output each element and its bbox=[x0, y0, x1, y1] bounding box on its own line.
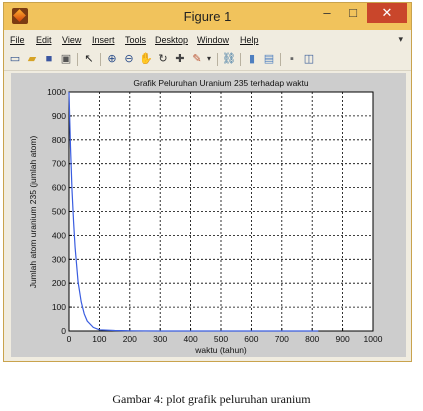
y-tick-label: 600 bbox=[52, 183, 66, 193]
print-icon[interactable]: ▣ bbox=[60, 53, 72, 65]
close-button[interactable]: ✕ bbox=[367, 3, 407, 23]
minimize-button[interactable]: – bbox=[323, 5, 331, 20]
window-title: Figure 1 bbox=[183, 9, 232, 24]
menu-bar: File Edit View Insert Tools Desktop Wind… bbox=[4, 30, 411, 50]
figure-caption: Gambar 4: plot grafik peluruhan uranium bbox=[112, 392, 311, 406]
menu-tools[interactable]: Tools bbox=[125, 35, 147, 45]
y-tick-label: 100 bbox=[52, 302, 66, 312]
y-tick-label: 0 bbox=[61, 326, 66, 336]
toolbar: ▭ ▰ ■ ▣ ↖ ⊕ ⊖ ✋ ↻ ✚ ✎ ▾ ⛓ ▮ ▤ ▪ ◫ bbox=[4, 50, 411, 71]
x-axis-label: waktu (tahun) bbox=[194, 345, 247, 355]
menu-overflow-icon[interactable]: ▾ bbox=[398, 34, 403, 44]
menu-edit[interactable]: Edit bbox=[36, 35, 52, 45]
link-icon[interactable]: ⛓ bbox=[222, 53, 236, 65]
open-file-icon[interactable]: ▰ bbox=[27, 53, 37, 65]
save-icon[interactable]: ■ bbox=[45, 53, 53, 65]
x-tick-label: 600 bbox=[244, 334, 258, 344]
toolbar-separator bbox=[280, 53, 281, 66]
x-tick-label: 900 bbox=[336, 334, 350, 344]
plot-svg: 0 100 200 300 400 500 600 700 800 900 1000 0 100 200… bbox=[28, 78, 383, 355]
hide-plot-tools-icon[interactable]: ▪ bbox=[290, 53, 294, 65]
y-tick-label: 800 bbox=[52, 135, 66, 145]
x-tick-label: 200 bbox=[123, 334, 137, 344]
data-cursor-icon[interactable]: ✚ bbox=[175, 53, 185, 65]
pan-icon[interactable]: ✋ bbox=[139, 53, 153, 65]
figure-window: Figure 1 – □ ✕ File Edit View Insert Too… bbox=[3, 2, 412, 362]
menu-file[interactable]: File bbox=[10, 35, 25, 45]
x-tick-label: 0 bbox=[67, 334, 72, 344]
brush-dropdown-icon[interactable]: ▾ bbox=[206, 54, 211, 63]
maximize-button[interactable]: □ bbox=[349, 5, 357, 20]
x-tick-label: 800 bbox=[305, 334, 319, 344]
y-tick-label: 900 bbox=[52, 111, 66, 121]
menu-help[interactable]: Help bbox=[240, 35, 259, 45]
y-axis-label: Jumlah atom uranium 235 (jumlah atom) bbox=[28, 136, 38, 289]
x-tick-label: 500 bbox=[214, 334, 228, 344]
pointer-icon[interactable]: ↖ bbox=[84, 53, 94, 65]
y-tick-label: 400 bbox=[52, 230, 66, 240]
toolbar-separator bbox=[217, 53, 218, 66]
zoom-out-icon[interactable]: ⊖ bbox=[124, 53, 134, 65]
y-tick-label: 200 bbox=[52, 278, 66, 288]
x-tick-label: 400 bbox=[184, 334, 198, 344]
x-tick-label: 700 bbox=[275, 334, 289, 344]
toolbar-separator bbox=[77, 53, 78, 66]
menu-desktop[interactable]: Desktop bbox=[155, 35, 189, 45]
x-tick-label: 100 bbox=[92, 334, 106, 344]
y-tick-label: 700 bbox=[52, 159, 66, 169]
chart-title: Grafik Peluruhan Uranium 235 terhadap wa… bbox=[133, 78, 309, 88]
matlab-icon bbox=[12, 8, 28, 24]
x-tick-label: 1000 bbox=[364, 334, 383, 344]
legend-icon[interactable]: ▤ bbox=[263, 53, 275, 65]
zoom-in-icon[interactable]: ⊕ bbox=[107, 53, 117, 65]
menu-insert[interactable]: Insert bbox=[92, 35, 115, 45]
toolbar-separator bbox=[100, 53, 101, 66]
y-tick-label: 500 bbox=[52, 207, 66, 217]
y-tick-label: 1000 bbox=[47, 87, 66, 97]
series-line bbox=[68, 91, 319, 332]
y-tick-label: 300 bbox=[52, 254, 66, 264]
x-tick-label: 300 bbox=[153, 334, 167, 344]
figure-canvas: 0 100 200 300 400 500 600 700 800 900 1000 0 100 200… bbox=[11, 73, 406, 357]
menu-window[interactable]: Window bbox=[197, 35, 230, 45]
toolbar-separator bbox=[240, 53, 241, 66]
colorbar-icon[interactable]: ▮ bbox=[248, 53, 256, 65]
rotate-icon[interactable]: ↻ bbox=[158, 53, 168, 65]
show-plot-tools-icon[interactable]: ◫ bbox=[303, 53, 315, 65]
brush-icon[interactable]: ✎ bbox=[192, 53, 202, 65]
title-bar[interactable]: Figure 1 – □ ✕ bbox=[4, 3, 411, 31]
new-figure-icon[interactable]: ▭ bbox=[9, 53, 21, 65]
menu-view[interactable]: View bbox=[62, 35, 82, 45]
